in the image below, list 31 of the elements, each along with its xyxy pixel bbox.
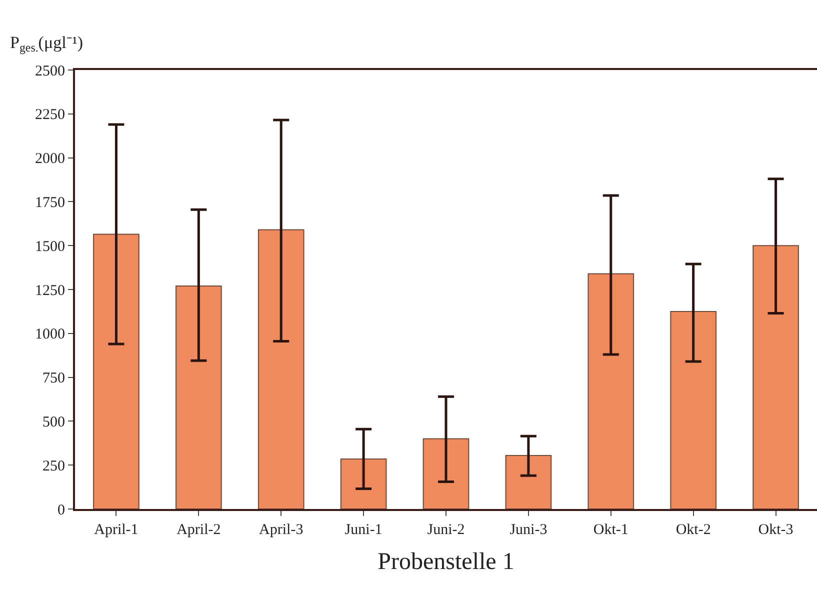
y-tick-label: 2250 [35,107,65,124]
y-tick-label: 2500 [35,63,65,80]
bar [175,285,222,509]
x-axis-title: Probenstelle 1 [378,548,514,575]
x-tick-label: Okt-3 [758,522,794,538]
x-tick-label: April-3 [259,522,304,538]
y-tick-label: 250 [42,458,65,474]
x-tick-label: Juni-1 [344,522,382,538]
x-tick-label: April-2 [176,522,221,538]
bar [422,438,470,509]
x-tick-label: Juni-2 [427,522,465,538]
bar [93,234,140,509]
x-tick-label: Juni-3 [510,522,548,538]
y-tick-label: 0 [58,502,65,518]
y-tick-label: 1250 [35,282,65,299]
bar [670,310,717,509]
bar [258,229,304,509]
bar [588,273,634,509]
x-tick-label: Okt-2 [676,522,711,538]
bar [340,458,387,509]
y-tick-label: 750 [42,370,65,387]
y-tick-label: 1000 [35,326,65,343]
y-tick-label: 1750 [35,194,65,211]
x-tick-label: April-1 [94,522,138,538]
bar [505,454,552,509]
y-tick-label: 2000 [35,151,65,168]
x-tick-label: Okt-1 [593,522,628,538]
bar [752,245,799,509]
y-tick-label: 500 [42,414,65,430]
y-axis-title: P$_{ges.}$(μgl⁻¹) [10,33,84,55]
y-tick-label: 1500 [35,238,65,255]
